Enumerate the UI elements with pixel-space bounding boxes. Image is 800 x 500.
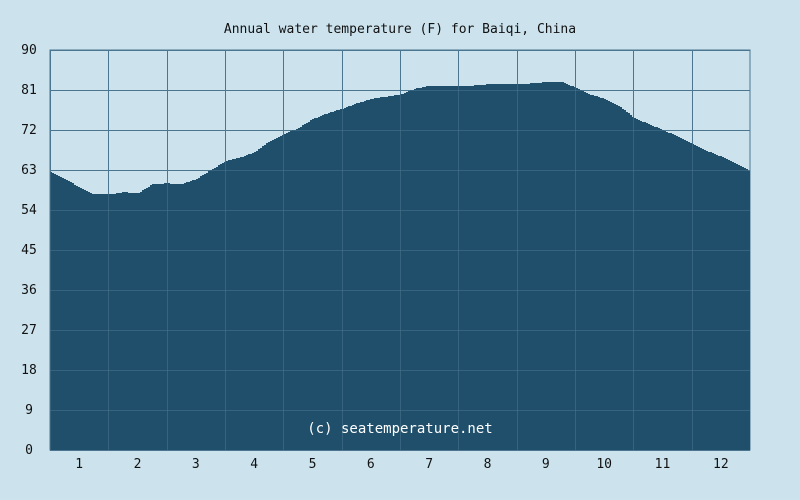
y-tick-label: 54: [21, 203, 37, 218]
y-axis-ticks: 0 9 18 27 36 45 54 63 72 81 90: [21, 43, 37, 458]
x-tick-label: 4: [250, 457, 258, 472]
y-tick-label: 81: [21, 83, 37, 98]
y-tick-label: 0: [25, 443, 33, 458]
y-tick-label: 45: [21, 243, 37, 258]
y-tick-label: 36: [21, 283, 37, 298]
y-tick-label: 90: [21, 43, 37, 58]
x-tick-label: 7: [425, 457, 433, 472]
x-tick-label: 12: [713, 457, 729, 472]
x-tick-label: 11: [655, 457, 671, 472]
grid-lines-overlay: [50, 50, 750, 451]
x-axis-ticks: 1 2 3 4 5 6 7 8 9 10 11 12: [75, 457, 728, 472]
x-tick-label: 8: [484, 457, 492, 472]
x-tick-label: 1: [75, 457, 83, 472]
y-tick-label: 27: [21, 323, 37, 338]
chart-title: Annual water temperature (F) for Baiqi, …: [224, 22, 576, 37]
x-tick-label: 9: [542, 457, 550, 472]
x-tick-label: 6: [367, 457, 375, 472]
y-tick-label: 63: [21, 163, 37, 178]
watermark: (c) seatemperature.net: [307, 421, 492, 437]
y-tick-label: 72: [21, 123, 37, 138]
x-tick-label: 10: [596, 457, 612, 472]
y-tick-label: 9: [25, 403, 33, 418]
x-tick-label: 2: [134, 457, 142, 472]
y-tick-label: 18: [21, 363, 37, 378]
x-tick-label: 3: [192, 457, 200, 472]
x-tick-label: 5: [309, 457, 317, 472]
